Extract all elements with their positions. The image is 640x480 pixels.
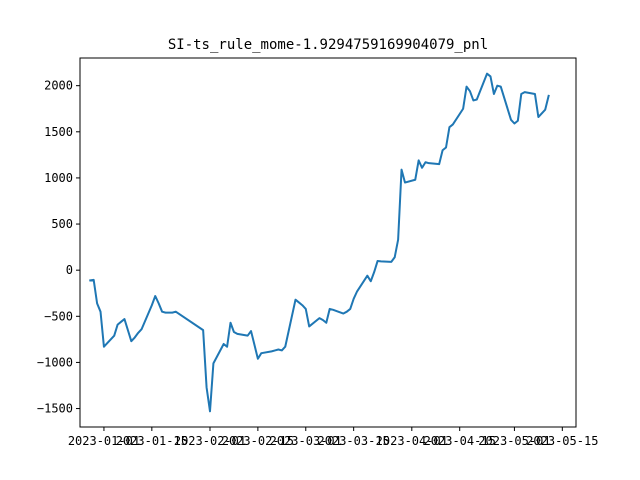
x-tick-label: 2023-02-01: [174, 434, 246, 448]
y-tick-label: −500: [44, 309, 73, 323]
x-tick-label: 2023-02-15: [222, 434, 294, 448]
x-tick-label: 2023-01-01: [68, 434, 140, 448]
y-tick-label: 0: [66, 263, 73, 277]
x-tick-label: 2023-03-15: [318, 434, 390, 448]
x-tick-label: 2023-05-01: [478, 434, 550, 448]
x-tick-label: 2023-05-15: [526, 434, 598, 448]
y-tick-label: 1000: [44, 171, 73, 185]
y-axis: −1500 −1000 −500 0 500 1000 1500 2000: [37, 79, 80, 416]
plot-area: [89, 72, 550, 413]
y-tick-label: 2000: [44, 79, 73, 93]
x-axis: 2023-01-012023-01-152023-02-012023-02-15…: [68, 427, 598, 448]
x-tick-label: 2023-03-01: [270, 434, 342, 448]
x-tick-label: 2023-04-15: [424, 434, 496, 448]
axes-frame: [79, 57, 577, 428]
series-line: [89, 72, 550, 413]
chart-title: SI-ts_rule_mome-1.9294759169904079_pnl: [168, 37, 488, 53]
y-tick-label: 1500: [44, 125, 73, 139]
y-tick-label: −1000: [37, 355, 73, 369]
x-tick-label: 2023-01-15: [116, 434, 188, 448]
x-tick-label: 2023-04-01: [376, 434, 448, 448]
y-tick-label: −1500: [37, 402, 73, 416]
y-tick-label: 500: [51, 217, 73, 231]
